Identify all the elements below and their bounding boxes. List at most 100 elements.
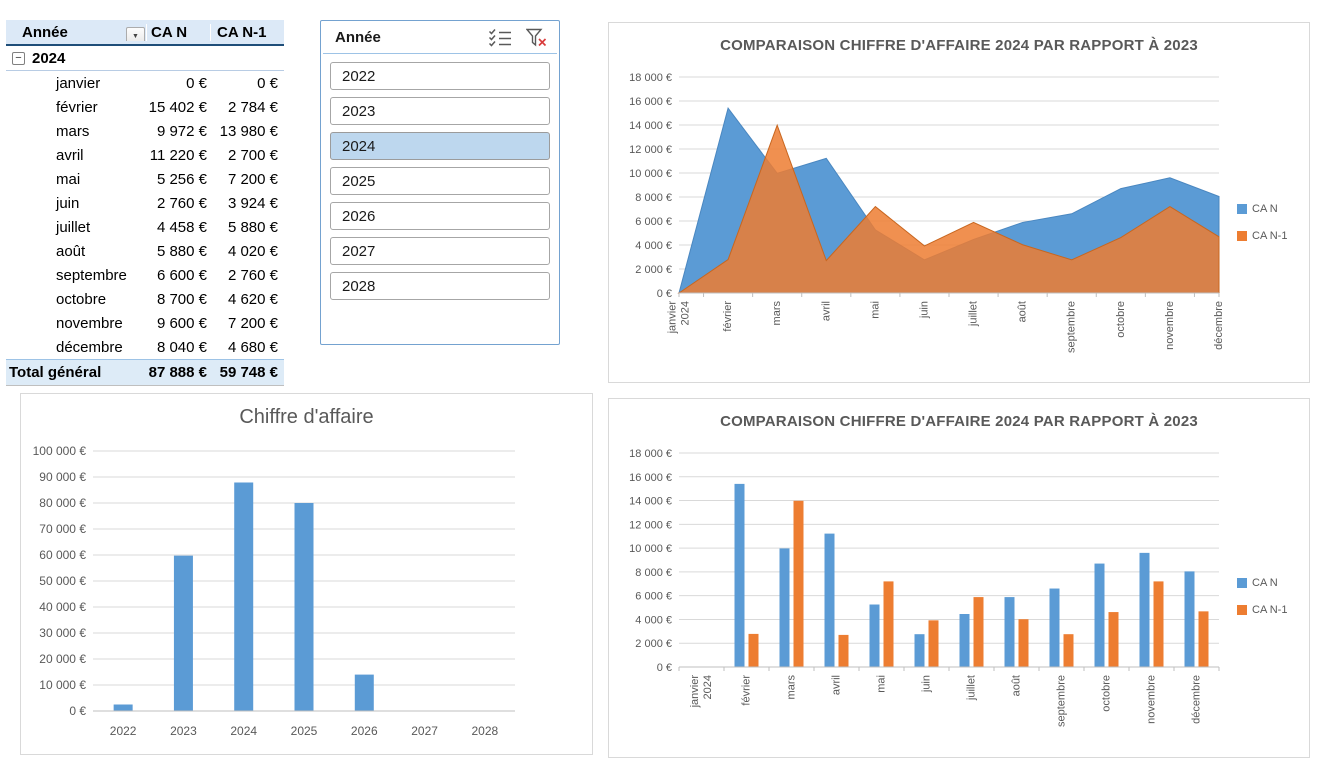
svg-text:août: août bbox=[1011, 675, 1023, 696]
collapse-icon[interactable]: − bbox=[12, 51, 25, 65]
row-ca-n1-value: 13 980 € bbox=[219, 122, 278, 140]
slicer-item-2025[interactable]: 2025 bbox=[330, 167, 550, 195]
svg-text:8 000 €: 8 000 € bbox=[635, 192, 672, 204]
svg-text:décembre: décembre bbox=[1213, 301, 1225, 350]
svg-text:juillet: juillet bbox=[968, 301, 980, 327]
bar-CA N-1 bbox=[793, 500, 804, 667]
row-ca-n-value: 6 600 € bbox=[156, 266, 207, 284]
pivot-total-row: Total général 87 888 € 59 748 € bbox=[6, 359, 284, 386]
legend-swatch-icon bbox=[1237, 204, 1247, 214]
row-ca-n1-value: 2 784 € bbox=[227, 98, 278, 116]
svg-text:14 000 €: 14 000 € bbox=[629, 496, 672, 508]
slicer-item-2024[interactable]: 2024 bbox=[330, 132, 550, 160]
svg-text:4 000 €: 4 000 € bbox=[635, 614, 672, 626]
bar-CA N-1 bbox=[928, 620, 939, 667]
svg-text:octobre: octobre bbox=[1115, 301, 1127, 338]
pivot-rows: janvier 0 € 0 € février 15 402 € 2 784 € mars 9… bbox=[6, 71, 284, 359]
table-row: août 5 880 € 4 020 € bbox=[6, 239, 284, 263]
svg-text:août: août bbox=[1017, 301, 1029, 322]
table-row: novembre 9 600 € 7 200 € bbox=[6, 311, 284, 335]
row-month-label: mai bbox=[56, 170, 81, 188]
svg-text:octobre: octobre bbox=[1101, 675, 1113, 712]
svg-text:8 000 €: 8 000 € bbox=[635, 567, 672, 579]
svg-text:6 000 €: 6 000 € bbox=[635, 216, 672, 228]
bar-CA N-1 bbox=[1198, 611, 1209, 667]
bar-CA N bbox=[1094, 563, 1105, 667]
bar-CA N-1 bbox=[748, 633, 759, 667]
row-ca-n1-value: 3 924 € bbox=[227, 194, 278, 212]
svg-text:mai: mai bbox=[876, 675, 888, 693]
svg-text:90 000 €: 90 000 € bbox=[39, 470, 86, 484]
svg-text:4 000 €: 4 000 € bbox=[635, 240, 672, 252]
legend-entry-CA N-1: CA N-1 bbox=[1237, 230, 1287, 242]
row-month-label: décembre bbox=[56, 338, 123, 356]
legend-label: CA N-1 bbox=[1252, 604, 1288, 616]
svg-text:16 000 €: 16 000 € bbox=[629, 472, 672, 484]
legend-swatch-icon bbox=[1237, 605, 1247, 615]
slicer-item-2027[interactable]: 2027 bbox=[330, 237, 550, 265]
legend-entry-CA N: CA N bbox=[1237, 577, 1287, 589]
svg-text:10 000 €: 10 000 € bbox=[629, 543, 672, 555]
bar-CA N bbox=[869, 604, 880, 667]
bar-2023 bbox=[173, 555, 193, 711]
slicer-item-2022[interactable]: 2022 bbox=[330, 62, 550, 90]
svg-text:12 000 €: 12 000 € bbox=[629, 144, 672, 156]
row-ca-n1-value: 7 200 € bbox=[227, 170, 278, 188]
svg-text:2026: 2026 bbox=[351, 724, 378, 738]
row-ca-n-value: 5 880 € bbox=[156, 242, 207, 260]
svg-text:2024: 2024 bbox=[230, 724, 257, 738]
svg-text:2 000 €: 2 000 € bbox=[635, 264, 672, 276]
pivot-header-row: Année ▼ CA N CA N-1 bbox=[6, 20, 284, 46]
pivot-group-row: − 2024 bbox=[6, 46, 284, 71]
pivot-group-label: 2024 bbox=[32, 49, 66, 67]
table-row: juin 2 760 € 3 924 € bbox=[6, 191, 284, 215]
svg-text:septembre: septembre bbox=[1056, 675, 1068, 727]
bar-2025 bbox=[294, 503, 314, 711]
row-month-label: octobre bbox=[56, 290, 107, 308]
slicer-item-2028[interactable]: 2028 bbox=[330, 272, 550, 300]
slicer-item-2023[interactable]: 2023 bbox=[330, 97, 550, 125]
svg-text:2023: 2023 bbox=[170, 724, 197, 738]
chart-title: COMPARAISON CHIFFRE D'AFFAIRE 2024 PAR R… bbox=[720, 37, 1198, 54]
svg-text:12 000 €: 12 000 € bbox=[629, 519, 672, 531]
bar-CA N-1 bbox=[973, 597, 984, 667]
table-row: mai 5 256 € 7 200 € bbox=[6, 167, 284, 191]
svg-text:février: février bbox=[722, 301, 734, 332]
svg-text:juin: juin bbox=[921, 675, 933, 693]
svg-text:40 000 €: 40 000 € bbox=[39, 600, 86, 614]
svg-text:décembre: décembre bbox=[1191, 675, 1203, 724]
svg-text:2022: 2022 bbox=[110, 724, 137, 738]
svg-text:14 000 €: 14 000 € bbox=[629, 120, 672, 132]
svg-text:0 €: 0 € bbox=[657, 288, 672, 300]
slicer-title: Année bbox=[335, 28, 381, 46]
pivot-filter-dropdown-button[interactable]: ▼ bbox=[126, 26, 145, 41]
bar-CA N bbox=[914, 634, 925, 667]
svg-text:20 000 €: 20 000 € bbox=[39, 652, 86, 666]
row-ca-n-value: 9 600 € bbox=[156, 314, 207, 332]
legend-swatch-icon bbox=[1237, 578, 1247, 588]
svg-text:18 000 €: 18 000 € bbox=[629, 72, 672, 84]
slicer-item-2026[interactable]: 2026 bbox=[330, 202, 550, 230]
svg-text:septembre: septembre bbox=[1066, 301, 1078, 353]
table-row: juillet 4 458 € 5 880 € bbox=[6, 215, 284, 239]
row-ca-n-value: 0 € bbox=[186, 74, 207, 92]
legend-label: CA N bbox=[1252, 577, 1278, 589]
legend-swatch-icon bbox=[1237, 231, 1247, 241]
chart-canvas: 0 € 2 000 € 4 000 € 6 000 € 8 000 € 10 000 € 1… bbox=[629, 72, 1225, 353]
bar-CA N-1 bbox=[1153, 581, 1164, 667]
bar-CA N bbox=[1139, 552, 1150, 667]
area-series-CA N-1 bbox=[677, 123, 1220, 294]
row-month-label: avril bbox=[56, 146, 84, 164]
clear-filter-icon[interactable] bbox=[524, 26, 549, 49]
svg-text:novembre: novembre bbox=[1164, 301, 1176, 350]
row-ca-n-value: 11 220 € bbox=[149, 146, 207, 164]
legend-label: CA N-1 bbox=[1252, 230, 1288, 242]
pivot-header-annee: Année ▼ bbox=[6, 24, 146, 41]
row-ca-n1-value: 0 € bbox=[257, 74, 278, 92]
row-ca-n-value: 8 700 € bbox=[156, 290, 207, 308]
multi-select-icon[interactable] bbox=[486, 26, 514, 49]
row-ca-n-value: 9 972 € bbox=[156, 122, 207, 140]
row-ca-n1-value: 4 020 € bbox=[227, 242, 278, 260]
svg-text:2025: 2025 bbox=[291, 724, 318, 738]
